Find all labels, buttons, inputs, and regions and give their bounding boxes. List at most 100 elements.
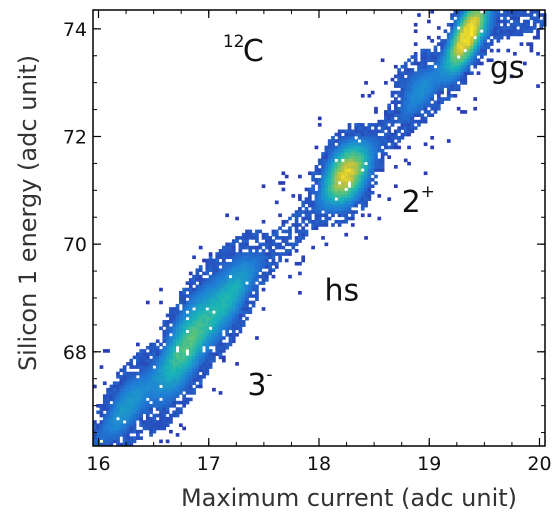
heatmap-cell xyxy=(178,374,183,379)
heatmap-cell xyxy=(321,190,325,195)
heatmap-cell xyxy=(440,39,444,43)
heatmap-cell xyxy=(456,74,461,79)
heatmap-cell xyxy=(436,26,441,30)
heatmap-cell xyxy=(165,362,170,366)
heatmap-cell xyxy=(337,139,342,143)
heatmap-cell xyxy=(390,116,395,121)
heatmap-cell xyxy=(314,219,319,224)
heatmap-cell xyxy=(241,271,246,276)
heatmap-cell xyxy=(178,294,183,298)
heatmap-cell xyxy=(162,423,167,428)
heatmap-cell xyxy=(341,161,345,166)
heatmap-cell xyxy=(341,210,345,214)
heatmap-cell xyxy=(228,290,233,295)
heatmap-cell xyxy=(152,368,157,373)
heatmap-cell xyxy=(109,407,114,411)
heatmap-cell xyxy=(116,413,120,418)
heatmap-cell xyxy=(327,190,332,195)
heatmap-cell xyxy=(182,316,187,321)
heatmap-cell xyxy=(169,307,173,311)
heatmap-cell xyxy=(192,313,196,318)
heatmap-cell xyxy=(367,171,372,176)
heatmap-cell xyxy=(165,358,170,363)
heatmap-cell xyxy=(238,300,243,305)
heatmap-cell xyxy=(354,126,358,130)
heatmap-cell xyxy=(119,394,124,398)
annotations: 12C gs2 +hs3- xyxy=(223,32,525,403)
heatmap-cell xyxy=(393,184,398,189)
heatmap-cell xyxy=(225,345,229,350)
heatmap-cell xyxy=(198,287,203,292)
heatmap-cell xyxy=(347,135,352,140)
heatmap-cell xyxy=(317,210,322,214)
heatmap-cell xyxy=(304,187,309,192)
heatmap-cell xyxy=(413,77,418,82)
heatmap-cell xyxy=(460,48,464,53)
heatmap-cell xyxy=(271,252,276,256)
annotation-two-plus: 2 + xyxy=(402,182,435,220)
heatmap-cell xyxy=(218,391,223,395)
heatmap-cell xyxy=(129,384,134,389)
heatmap-cell xyxy=(460,19,464,24)
heatmap-cell xyxy=(106,439,110,444)
heatmap-cell xyxy=(390,123,395,127)
heatmap-cell xyxy=(526,13,530,17)
heatmap-cell xyxy=(129,362,134,366)
heatmap-cell xyxy=(155,355,160,360)
heatmap-cell xyxy=(450,42,454,46)
heatmap-cell xyxy=(456,61,461,66)
heatmap-cell xyxy=(307,210,312,214)
heatmap-cell xyxy=(202,368,206,373)
heatmap-cell xyxy=(129,442,134,447)
heatmap-cell xyxy=(192,345,196,350)
heatmap-cell xyxy=(427,48,431,53)
heatmap-cell xyxy=(387,119,392,124)
heatmap-cell xyxy=(225,248,229,253)
heatmap-cell xyxy=(235,239,239,243)
heatmap-cell xyxy=(221,261,226,266)
heatmap-cell xyxy=(221,258,226,263)
heatmap-cell xyxy=(162,400,167,405)
heatmap-cell xyxy=(165,420,170,424)
heatmap-cell xyxy=(304,223,309,227)
heatmap-cell xyxy=(145,420,150,424)
heatmap-cell xyxy=(390,93,395,98)
heatmap-cell xyxy=(354,165,358,169)
heatmap-cell xyxy=(241,232,246,237)
heatmap-cell xyxy=(347,203,352,208)
heatmap-cell xyxy=(142,355,147,360)
heatmap-cell xyxy=(364,126,368,130)
heatmap-cell xyxy=(251,232,256,237)
heatmap-cell xyxy=(212,332,216,337)
heatmap-cell xyxy=(354,168,358,172)
heatmap-cell xyxy=(264,239,269,243)
heatmap-cell xyxy=(430,145,435,150)
heatmap-cell xyxy=(420,74,425,79)
heatmap-cell xyxy=(387,106,392,111)
heatmap-cell xyxy=(136,362,140,366)
heatmap-cell xyxy=(225,316,229,321)
heatmap-cell xyxy=(307,190,312,195)
heatmap-cell xyxy=(443,39,448,43)
heatmap-cell xyxy=(384,145,388,150)
heatmap-cell xyxy=(344,216,349,221)
heatmap-cell xyxy=(311,245,315,250)
heatmap-cell xyxy=(235,284,239,289)
heatmap-cell xyxy=(354,132,358,137)
heatmap-cell xyxy=(228,255,233,260)
heatmap-cell xyxy=(109,426,114,431)
heatmap-cell xyxy=(145,358,150,363)
heatmap-cell xyxy=(231,255,236,260)
heatmap-cell xyxy=(470,45,474,50)
heatmap-cell xyxy=(341,148,345,153)
heatmap-cell xyxy=(460,45,464,50)
heatmap-cell xyxy=(513,32,517,37)
heatmap-cell xyxy=(132,381,137,386)
heatmap-cell xyxy=(126,439,130,444)
heatmap-cell xyxy=(400,110,405,114)
heatmap-cell xyxy=(301,236,306,240)
heatmap-cell xyxy=(268,268,272,272)
heatmap-cell xyxy=(486,42,491,46)
heatmap-cell xyxy=(417,77,421,82)
heatmap-cell xyxy=(255,258,259,263)
